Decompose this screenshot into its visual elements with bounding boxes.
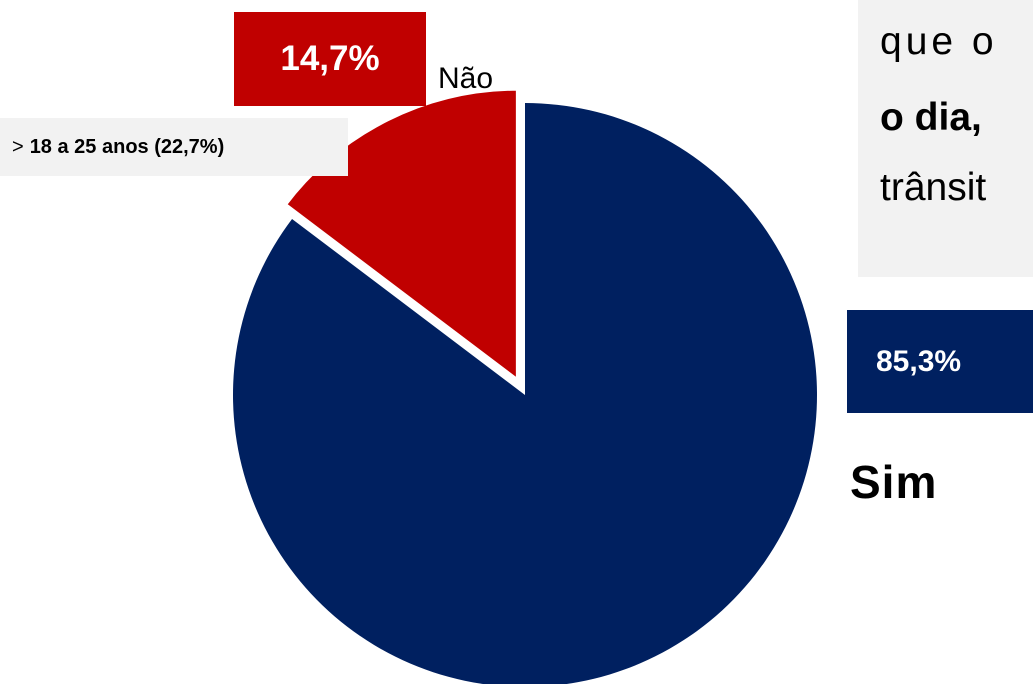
question-text-line-bold: o dia,	[880, 96, 982, 139]
sim-percentage-label: 85,3%	[847, 310, 1033, 413]
age-group-annotation: > 18 a 25 anos (22,7%)	[0, 118, 348, 176]
sim-category-label: Sim	[850, 456, 938, 508]
question-text-line: que o	[880, 20, 998, 63]
pie-slice-sim	[233, 103, 817, 684]
question-text-box: que o o dia, trânsit	[858, 0, 1033, 277]
nao-percentage-label: 14,7%	[234, 12, 426, 106]
nao-category-label: Não	[438, 62, 494, 95]
age-group-annotation-text: 18 a 25 anos (22,7%)	[29, 135, 225, 158]
question-text-line: trânsit	[880, 166, 987, 209]
chevron-right-icon: >	[12, 135, 24, 158]
